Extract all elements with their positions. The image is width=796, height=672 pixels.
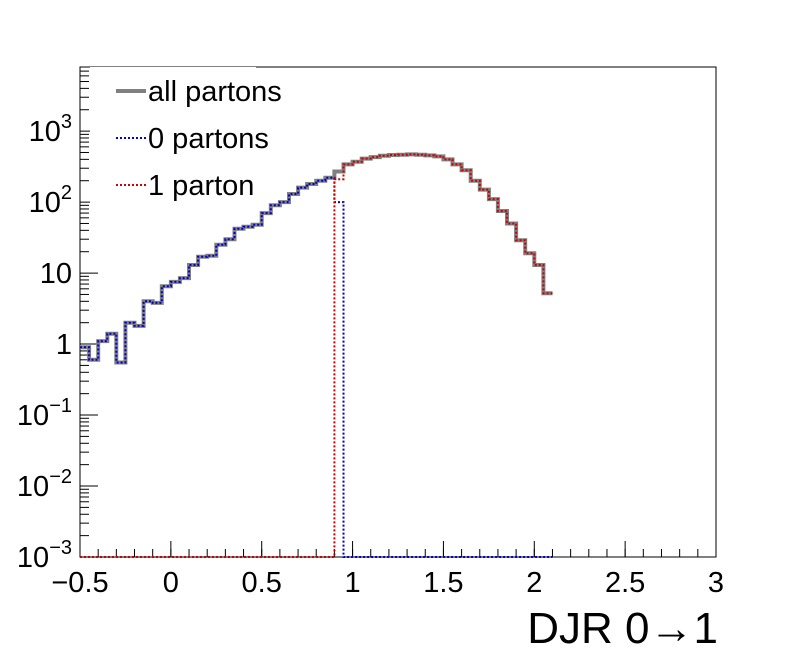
y-tick-label: 10−3 <box>17 537 72 574</box>
legend-label: 0 partons <box>148 123 269 155</box>
x-tick-label: 3 <box>708 567 724 599</box>
y-tick-labels: 10−3 10−2 10−1 1 10 102 103 <box>17 111 72 574</box>
legend-label: all partons <box>148 76 282 108</box>
x-tick-label: 2.5 <box>605 567 645 599</box>
x-tick-labels: −0.5 0 0.5 1 1.5 2 2.5 3 <box>51 567 724 599</box>
x-tick-label: 0.5 <box>242 567 282 599</box>
y-tick-label: 102 <box>29 182 72 219</box>
y-tick-label: 103 <box>29 111 72 148</box>
series-layer <box>80 152 553 558</box>
series-1-line <box>80 176 553 558</box>
plot-frame <box>79 66 717 558</box>
y-tick-label: 10−1 <box>17 395 72 432</box>
legend: all partons 0 partons 1 parton <box>90 67 282 217</box>
x-tick-label: 0 <box>163 567 179 599</box>
x-tick-label: 1.5 <box>423 567 463 599</box>
y-tick-label: 1 <box>56 329 72 361</box>
legend-label: 1 parton <box>148 170 254 202</box>
x-axis-title: DJR 0→1 <box>527 604 718 653</box>
x-tick-label: 2 <box>526 567 542 599</box>
y-tick-label: 10−2 <box>17 466 72 503</box>
x-tick-label: −0.5 <box>51 567 108 599</box>
major-ticks <box>79 130 717 558</box>
y-tick-label: 10 <box>40 258 72 290</box>
x-tick-label: 1 <box>345 567 361 599</box>
